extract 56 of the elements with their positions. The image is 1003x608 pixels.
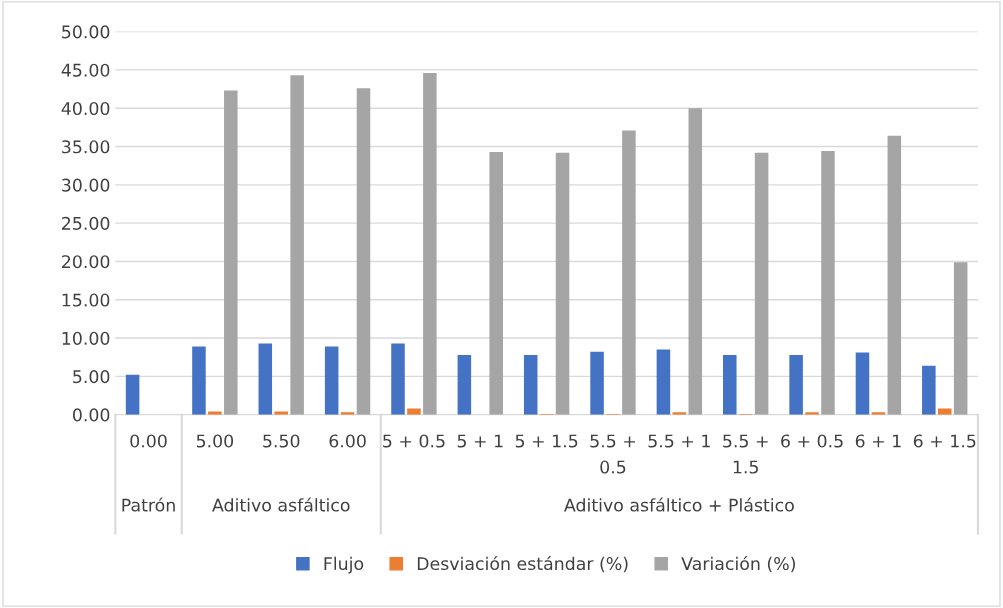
bar	[922, 365, 936, 415]
x-tick-label: 6 + 0.5	[781, 434, 843, 448]
bar	[887, 135, 902, 415]
bar	[391, 343, 405, 415]
x-tick-label: 0.00	[130, 434, 167, 448]
text: Aditivo asfáltico	[212, 497, 350, 512]
legend-label: Flujo	[324, 556, 364, 574]
x-tick-label: 6 + 1	[855, 434, 901, 448]
bar	[324, 346, 339, 415]
x-tick-label: 5.5 + 1.5	[723, 434, 768, 474]
x-tick-label: 5 + 1	[457, 434, 503, 448]
y-tick-label: 5.00	[73, 370, 110, 384]
bar	[356, 88, 371, 415]
bar	[125, 374, 140, 415]
x-tick-label: 6 + 1.5	[913, 434, 976, 448]
bar	[555, 152, 570, 415]
bar	[656, 349, 671, 415]
y-tick-label: 25.00	[62, 216, 110, 230]
bar	[224, 90, 238, 415]
y-tick-label: 20.00	[62, 255, 110, 269]
x-tick-label: 5 + 0.5	[383, 434, 445, 448]
bar	[953, 262, 968, 415]
x-tick-label: 5.5 + 1	[648, 434, 710, 448]
y-tick-label: 15.00	[62, 293, 110, 307]
legend-label: Desviación estándar (%)	[417, 555, 628, 573]
x-tick-label: 5.5 + 0.5	[590, 434, 635, 474]
bar	[855, 352, 870, 415]
bar	[258, 343, 273, 415]
text: Patrón	[122, 497, 175, 512]
y-tick-label: 50.00	[62, 25, 110, 39]
legend-label: Variación (%)	[681, 555, 795, 573]
bar	[290, 75, 304, 415]
y-tick-label: 30.00	[62, 178, 110, 192]
bar	[805, 412, 819, 415]
x-tick-label: 5.50	[263, 434, 300, 448]
bar	[821, 151, 835, 415]
x-tick-label: 5 + 1.5	[515, 434, 578, 448]
bar	[622, 130, 636, 415]
y-tick-label: 45.00	[61, 63, 110, 77]
text: Aditivo asfáltico + Plástico	[564, 497, 794, 512]
bar	[457, 354, 472, 415]
y-tick-label: 35.00	[62, 140, 110, 154]
bar	[754, 152, 769, 415]
bar	[688, 108, 703, 415]
bar	[489, 151, 503, 415]
bar	[192, 346, 206, 415]
bar	[590, 351, 604, 415]
y-tick-label: 10.00	[62, 331, 110, 345]
bar	[423, 72, 437, 415]
x-tick-label: 6.00	[329, 434, 366, 448]
x-tick-label: 5.00	[196, 434, 234, 448]
bar	[523, 354, 538, 415]
bar	[723, 354, 737, 415]
y-tick-label: 0.00	[72, 408, 110, 422]
bar	[789, 354, 803, 415]
y-tick-label: 40.00	[61, 101, 110, 116]
